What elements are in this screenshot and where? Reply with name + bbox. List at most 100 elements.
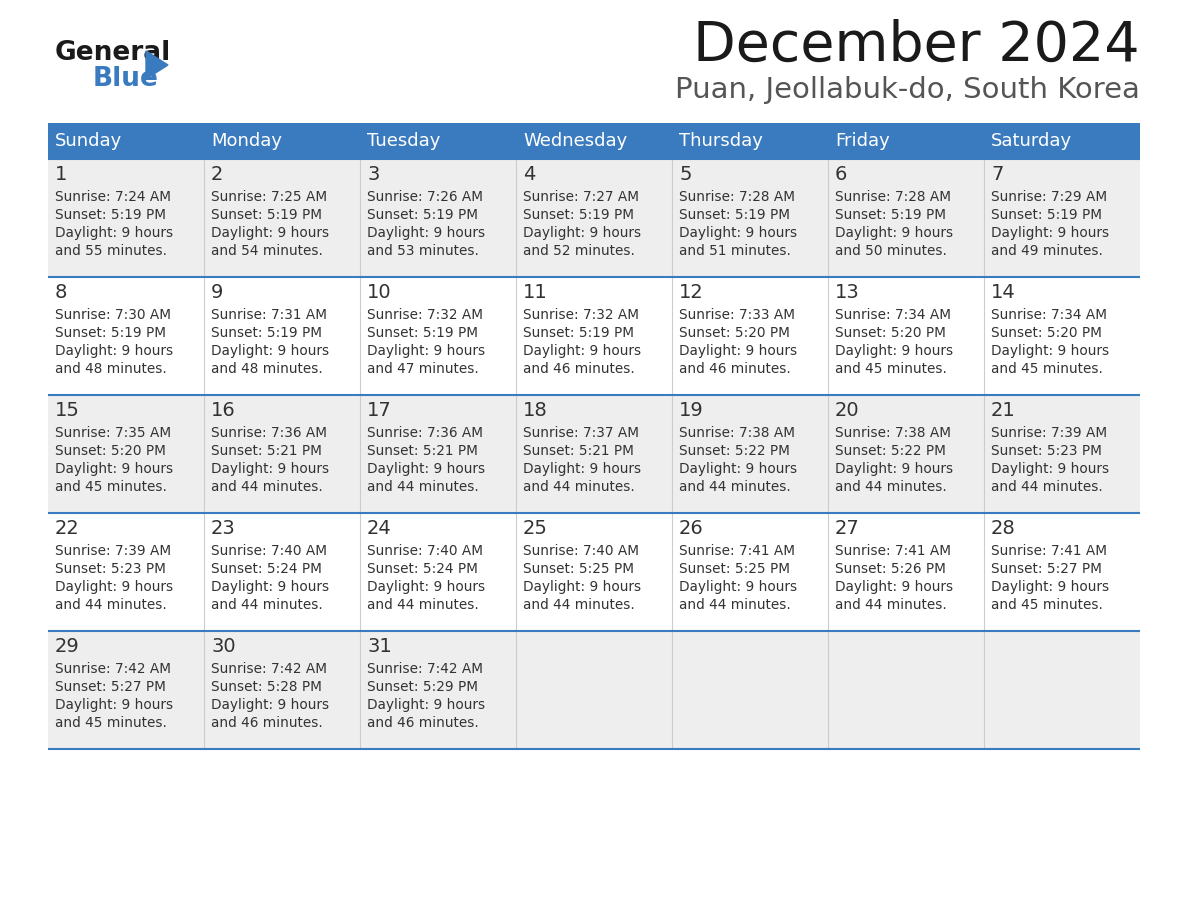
Text: 14: 14	[991, 284, 1016, 303]
Text: Sunrise: 7:28 AM: Sunrise: 7:28 AM	[680, 190, 795, 204]
Text: and 44 minutes.: and 44 minutes.	[680, 480, 791, 494]
Text: Sunset: 5:21 PM: Sunset: 5:21 PM	[367, 444, 478, 458]
Text: Daylight: 9 hours: Daylight: 9 hours	[523, 580, 642, 594]
Text: Sunset: 5:22 PM: Sunset: 5:22 PM	[835, 444, 946, 458]
Text: Daylight: 9 hours: Daylight: 9 hours	[835, 226, 953, 240]
Text: Daylight: 9 hours: Daylight: 9 hours	[55, 698, 173, 712]
Text: Sunset: 5:19 PM: Sunset: 5:19 PM	[211, 208, 322, 222]
Text: Sunset: 5:19 PM: Sunset: 5:19 PM	[523, 208, 634, 222]
Text: 5: 5	[680, 165, 691, 185]
Text: 21: 21	[991, 401, 1016, 420]
Text: Sunrise: 7:34 AM: Sunrise: 7:34 AM	[991, 308, 1107, 322]
Bar	[672, 123, 828, 159]
Text: and 44 minutes.: and 44 minutes.	[835, 598, 947, 612]
Text: Sunset: 5:20 PM: Sunset: 5:20 PM	[835, 326, 946, 340]
Text: and 44 minutes.: and 44 minutes.	[367, 480, 479, 494]
Text: 24: 24	[367, 520, 392, 539]
Text: Daylight: 9 hours: Daylight: 9 hours	[55, 462, 173, 476]
Text: and 44 minutes.: and 44 minutes.	[991, 480, 1102, 494]
Text: and 45 minutes.: and 45 minutes.	[55, 716, 166, 730]
Text: Daylight: 9 hours: Daylight: 9 hours	[211, 698, 329, 712]
Text: Daylight: 9 hours: Daylight: 9 hours	[367, 344, 485, 358]
Text: 20: 20	[835, 401, 860, 420]
Text: Sunset: 5:24 PM: Sunset: 5:24 PM	[367, 562, 478, 576]
Text: 30: 30	[211, 637, 235, 656]
Text: 4: 4	[523, 165, 536, 185]
Text: Sunrise: 7:30 AM: Sunrise: 7:30 AM	[55, 308, 171, 322]
Text: Sunrise: 7:28 AM: Sunrise: 7:28 AM	[835, 190, 952, 204]
Text: Sunrise: 7:39 AM: Sunrise: 7:39 AM	[991, 426, 1107, 440]
Bar	[360, 123, 516, 159]
Text: Sunrise: 7:34 AM: Sunrise: 7:34 AM	[835, 308, 952, 322]
Text: and 44 minutes.: and 44 minutes.	[211, 480, 323, 494]
Bar	[516, 123, 672, 159]
Text: Daylight: 9 hours: Daylight: 9 hours	[835, 344, 953, 358]
Text: and 48 minutes.: and 48 minutes.	[55, 362, 166, 376]
Text: and 44 minutes.: and 44 minutes.	[680, 598, 791, 612]
Text: and 44 minutes.: and 44 minutes.	[367, 598, 479, 612]
Text: Sunrise: 7:42 AM: Sunrise: 7:42 AM	[211, 662, 327, 676]
Text: Sunrise: 7:36 AM: Sunrise: 7:36 AM	[367, 426, 484, 440]
Text: Daylight: 9 hours: Daylight: 9 hours	[835, 580, 953, 594]
Text: Daylight: 9 hours: Daylight: 9 hours	[367, 462, 485, 476]
Text: Daylight: 9 hours: Daylight: 9 hours	[991, 462, 1110, 476]
Text: 12: 12	[680, 284, 703, 303]
Text: Sunrise: 7:32 AM: Sunrise: 7:32 AM	[523, 308, 639, 322]
Text: Sunset: 5:28 PM: Sunset: 5:28 PM	[211, 680, 322, 694]
Text: Daylight: 9 hours: Daylight: 9 hours	[835, 462, 953, 476]
Text: Daylight: 9 hours: Daylight: 9 hours	[991, 344, 1110, 358]
Text: 23: 23	[211, 520, 235, 539]
Text: Sunrise: 7:33 AM: Sunrise: 7:33 AM	[680, 308, 795, 322]
Text: Sunset: 5:27 PM: Sunset: 5:27 PM	[55, 680, 166, 694]
Text: 8: 8	[55, 284, 68, 303]
Text: Sunset: 5:23 PM: Sunset: 5:23 PM	[991, 444, 1102, 458]
Text: Sunset: 5:19 PM: Sunset: 5:19 PM	[55, 208, 166, 222]
Text: Sunrise: 7:40 AM: Sunrise: 7:40 AM	[523, 544, 639, 558]
Text: Puan, Jeollabuk-do, South Korea: Puan, Jeollabuk-do, South Korea	[675, 76, 1140, 104]
Text: 17: 17	[367, 401, 392, 420]
Text: Sunset: 5:21 PM: Sunset: 5:21 PM	[523, 444, 634, 458]
Text: and 53 minutes.: and 53 minutes.	[367, 244, 479, 258]
Text: Thursday: Thursday	[680, 132, 763, 150]
Text: Sunrise: 7:25 AM: Sunrise: 7:25 AM	[211, 190, 327, 204]
Text: Tuesday: Tuesday	[367, 132, 441, 150]
Bar	[48, 159, 1140, 277]
Text: Sunrise: 7:32 AM: Sunrise: 7:32 AM	[367, 308, 484, 322]
Text: Sunset: 5:19 PM: Sunset: 5:19 PM	[680, 208, 790, 222]
Text: Sunrise: 7:29 AM: Sunrise: 7:29 AM	[991, 190, 1107, 204]
Text: 27: 27	[835, 520, 860, 539]
Text: Sunrise: 7:31 AM: Sunrise: 7:31 AM	[211, 308, 327, 322]
Bar	[48, 395, 1140, 513]
Text: Wednesday: Wednesday	[523, 132, 627, 150]
Text: and 46 minutes.: and 46 minutes.	[523, 362, 634, 376]
Text: Daylight: 9 hours: Daylight: 9 hours	[55, 580, 173, 594]
Text: 11: 11	[523, 284, 548, 303]
Text: Sunrise: 7:39 AM: Sunrise: 7:39 AM	[55, 544, 171, 558]
Bar	[828, 123, 984, 159]
Text: 6: 6	[835, 165, 847, 185]
Text: Daylight: 9 hours: Daylight: 9 hours	[991, 580, 1110, 594]
Text: and 50 minutes.: and 50 minutes.	[835, 244, 947, 258]
Text: Daylight: 9 hours: Daylight: 9 hours	[680, 580, 797, 594]
Text: and 47 minutes.: and 47 minutes.	[367, 362, 479, 376]
Text: 15: 15	[55, 401, 80, 420]
Text: Sunrise: 7:38 AM: Sunrise: 7:38 AM	[680, 426, 795, 440]
Text: and 45 minutes.: and 45 minutes.	[835, 362, 947, 376]
Text: Daylight: 9 hours: Daylight: 9 hours	[680, 226, 797, 240]
Text: Sunrise: 7:42 AM: Sunrise: 7:42 AM	[55, 662, 171, 676]
Text: Daylight: 9 hours: Daylight: 9 hours	[523, 462, 642, 476]
Text: Sunset: 5:26 PM: Sunset: 5:26 PM	[835, 562, 946, 576]
Text: 1: 1	[55, 165, 68, 185]
Text: Sunset: 5:24 PM: Sunset: 5:24 PM	[211, 562, 322, 576]
Text: Sunday: Sunday	[55, 132, 122, 150]
Text: December 2024: December 2024	[694, 19, 1140, 73]
Text: Sunset: 5:19 PM: Sunset: 5:19 PM	[211, 326, 322, 340]
Text: Sunset: 5:20 PM: Sunset: 5:20 PM	[991, 326, 1102, 340]
Bar	[48, 123, 204, 159]
Text: and 55 minutes.: and 55 minutes.	[55, 244, 168, 258]
Text: Sunrise: 7:41 AM: Sunrise: 7:41 AM	[991, 544, 1107, 558]
Text: Sunrise: 7:42 AM: Sunrise: 7:42 AM	[367, 662, 484, 676]
Bar	[204, 123, 360, 159]
Polygon shape	[146, 51, 168, 79]
Text: Sunset: 5:19 PM: Sunset: 5:19 PM	[523, 326, 634, 340]
